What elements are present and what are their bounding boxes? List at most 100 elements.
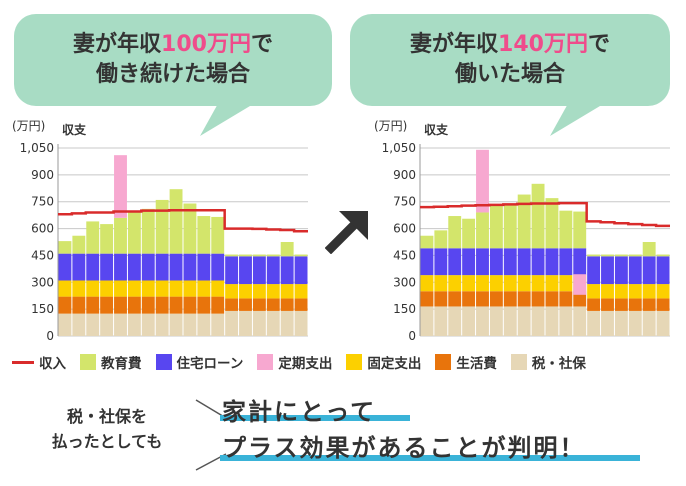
right-bar-segment xyxy=(503,203,517,249)
left-bar-segment xyxy=(58,313,72,336)
left-bar-segment xyxy=(58,280,72,297)
left-bar-segment xyxy=(58,296,72,314)
left-bar-segment xyxy=(86,280,100,297)
right-chart: (万円) 収支 0 150 300 450 600 750 900 1,050 xyxy=(374,119,670,343)
left-bar-segment xyxy=(169,189,183,254)
right-income-line xyxy=(420,201,670,228)
right-bubble-text: 妻が年収140万円で 働いた場合 xyxy=(350,30,670,90)
right-bar-segment xyxy=(601,310,614,336)
right-bar-segment xyxy=(614,298,628,311)
left-tick-label: 600 xyxy=(31,222,54,236)
left-bar-segment xyxy=(266,284,280,299)
right-tick-label: 0 xyxy=(408,329,416,343)
right-bar-segment xyxy=(420,235,434,249)
right-bar-segment xyxy=(573,248,587,276)
left-bar-segment xyxy=(72,280,86,297)
right-bar-segment xyxy=(448,216,462,249)
left-bar-segment xyxy=(197,253,211,281)
right-bar-segment xyxy=(559,291,573,307)
living-swatch xyxy=(435,354,452,370)
right-bar-segment xyxy=(517,194,531,249)
left-ylabel: 収支 xyxy=(62,122,87,137)
right-bar-segment xyxy=(628,298,642,311)
left-bar-segment xyxy=(183,313,197,336)
right-tick-label: 900 xyxy=(393,168,416,182)
right-bar-segment xyxy=(628,254,642,257)
right-bar-segment xyxy=(642,284,656,299)
right-bar-segment xyxy=(628,310,642,336)
right-bar-segment xyxy=(476,291,489,307)
right-bar-segment xyxy=(642,298,656,311)
left-bar-segment xyxy=(114,217,127,254)
right-bar-segment xyxy=(656,298,670,311)
right-bar-segment xyxy=(489,248,503,276)
chart-legend: 収入 教育費 住宅ローン 定期支出 固定支出 生活費 税・社保 xyxy=(12,350,682,374)
footnote-line1: 税・社保を xyxy=(66,407,147,426)
right-bar-segment xyxy=(489,205,503,249)
left-bar-segment xyxy=(169,253,183,281)
legend-periodic-label: 定期支出 xyxy=(278,356,333,372)
right-tick-label: 150 xyxy=(393,302,416,316)
right-bar-segment xyxy=(448,248,462,276)
left-bar-segment xyxy=(197,280,211,297)
right-bar-segment xyxy=(559,210,573,249)
right-bar-segment xyxy=(545,275,559,292)
right-bar-segment xyxy=(573,306,587,336)
right-bar-segment xyxy=(489,291,503,307)
left-bar-segment xyxy=(183,280,197,297)
left-bar-segment xyxy=(155,253,169,281)
right-bar-segment xyxy=(462,275,476,292)
right-bar-segment xyxy=(531,291,545,307)
right-tick-label: 450 xyxy=(393,248,416,262)
right-bar-segment xyxy=(517,291,531,307)
left-bar-segment xyxy=(280,284,294,299)
left-bar-segment xyxy=(141,208,155,254)
left-bar-segment xyxy=(72,253,86,281)
right-bar-segment xyxy=(545,306,559,336)
left-speech-bubble xyxy=(14,14,332,106)
left-bar-segment xyxy=(86,313,100,336)
legend-fixed: 固定支出 xyxy=(346,352,421,372)
left-bar-segment xyxy=(86,296,100,314)
right-bar-segment xyxy=(448,291,462,307)
left-bar-segment xyxy=(114,253,127,281)
right-bar-segment xyxy=(531,248,545,276)
right-bar-segment xyxy=(642,256,656,285)
left-bar-segment xyxy=(239,284,252,299)
left-income-line xyxy=(58,209,308,233)
right-bar-segment xyxy=(573,211,587,249)
legend-education-label: 教育費 xyxy=(101,356,142,372)
left-bar-segment xyxy=(197,313,211,336)
right-bar-segment xyxy=(656,284,670,299)
housing-swatch xyxy=(155,354,172,370)
right-bar-segment xyxy=(448,306,462,336)
right-bar-segment xyxy=(503,275,517,292)
right-bar-segment xyxy=(587,254,601,257)
left-bar-segment xyxy=(211,216,225,254)
left-bar-segment xyxy=(155,199,169,254)
left-bar-segment xyxy=(141,253,155,281)
left-bar-segment xyxy=(155,296,169,314)
left-bar-segment xyxy=(169,280,183,297)
left-bubble-post: で xyxy=(250,32,273,57)
right-bar-segment xyxy=(587,298,601,311)
left-bar-segment xyxy=(127,280,141,297)
right-periodic-bar xyxy=(573,274,587,295)
left-bar-segment xyxy=(100,296,114,314)
income-line-swatch xyxy=(12,360,34,364)
headline-line2: プラス効果があることが判明！ xyxy=(222,434,586,462)
right-bar-segment xyxy=(545,291,559,307)
left-bar-segment xyxy=(280,298,294,311)
tax-swatch xyxy=(510,354,527,370)
right-bar-segment xyxy=(559,275,573,292)
right-bar-segment xyxy=(573,291,587,307)
left-bar-segment xyxy=(127,210,141,254)
right-bar-segment xyxy=(420,248,434,276)
right-bar-segment xyxy=(656,310,670,336)
periodic-swatch xyxy=(257,354,274,370)
right-bar-segment xyxy=(489,306,503,336)
right-bar-segment xyxy=(420,291,434,307)
left-bubble-text: 妻が年収100万円で 働き続けた場合 xyxy=(14,30,332,90)
right-bar-segment xyxy=(628,256,642,285)
legend-income-label: 収入 xyxy=(39,356,66,372)
